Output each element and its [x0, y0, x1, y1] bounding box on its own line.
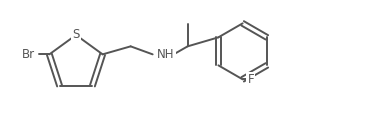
Text: Br: Br: [22, 48, 36, 61]
Text: NH: NH: [157, 48, 174, 61]
Text: F: F: [248, 73, 254, 86]
Text: S: S: [72, 29, 80, 42]
